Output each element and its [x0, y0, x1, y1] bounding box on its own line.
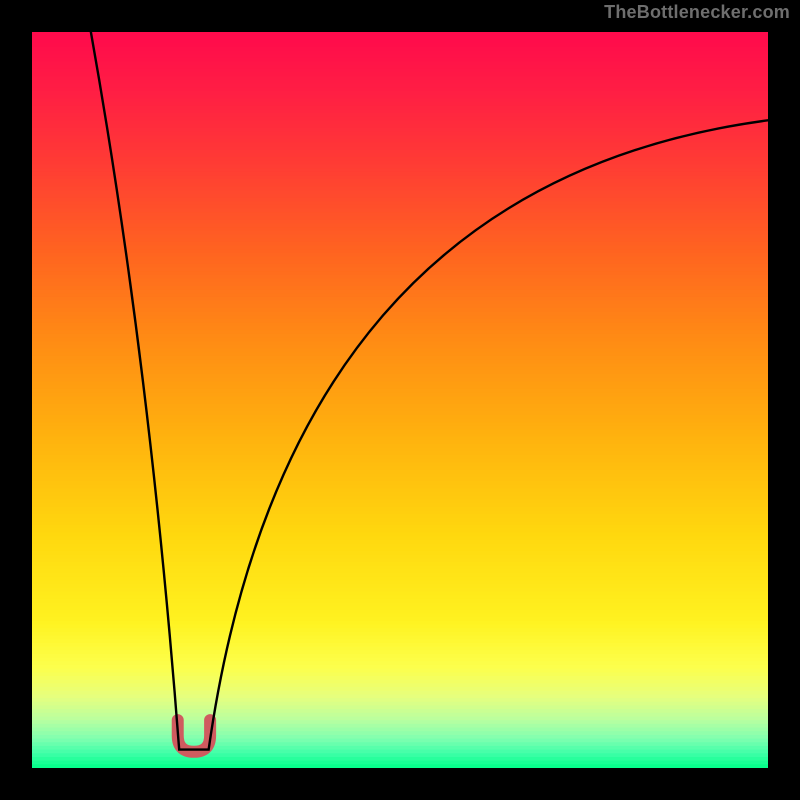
watermark-text: TheBottlenecker.com	[604, 2, 790, 23]
stage: TheBottlenecker.com	[0, 0, 800, 800]
plot-svg	[32, 32, 768, 768]
bottleneck-chart	[32, 32, 768, 768]
gradient-row	[32, 764, 768, 768]
